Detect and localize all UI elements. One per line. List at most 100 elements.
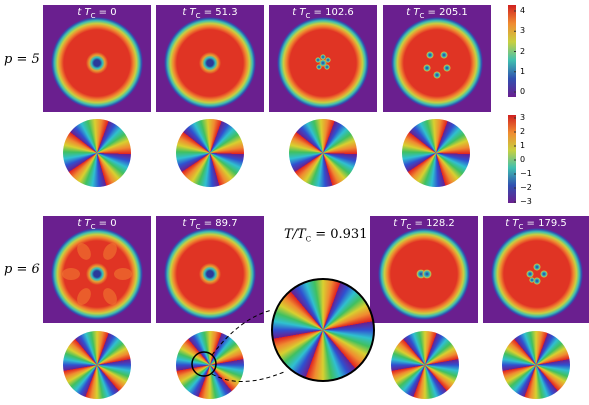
density-disc <box>491 228 583 320</box>
text: −1 <box>520 169 532 178</box>
density-disc <box>391 17 483 109</box>
text: C <box>518 223 523 231</box>
vortex-core <box>426 51 434 59</box>
phase-disc <box>502 331 570 399</box>
text: 205.1 <box>439 7 468 18</box>
text: p = 5 <box>4 52 40 67</box>
text: t T <box>77 218 90 229</box>
text: T/T <box>284 227 306 242</box>
text: = <box>415 218 423 229</box>
text: = <box>99 218 107 229</box>
text: t T <box>182 7 195 18</box>
vortex-core <box>315 57 321 63</box>
colorbar-tick-label: −3 <box>520 197 532 206</box>
text: C <box>196 12 201 20</box>
text: −3 <box>520 197 532 206</box>
text: = <box>99 7 107 18</box>
panel-title: t TC = 102.6 <box>269 7 377 20</box>
vortex-core <box>325 57 331 63</box>
figure: p = 5p = 6t TC = 0t TC = 51.3t TC = 102.… <box>0 0 589 405</box>
vortex-core <box>529 277 535 283</box>
text: C <box>91 223 96 231</box>
text: t T <box>77 7 90 18</box>
colorbar-tick-label: 0 <box>520 155 525 164</box>
text: C <box>305 12 310 20</box>
colorbar-tick-label: 1 <box>520 67 525 76</box>
vortex-core <box>526 270 534 278</box>
text: t T <box>406 7 419 18</box>
text: p = 6 <box>4 262 40 277</box>
text: = <box>204 218 212 229</box>
colorbar-tick-label: 2 <box>520 47 525 56</box>
vortex-core <box>423 64 431 72</box>
text: 3 <box>520 26 525 35</box>
colorbar-tick-label: 2 <box>520 127 525 136</box>
vortex-core <box>324 64 330 70</box>
phase-disc <box>289 119 357 187</box>
panel-title: t TC = 205.1 <box>383 7 491 20</box>
vortex-core <box>320 54 326 60</box>
panel-title: t TC = 0 <box>43 7 151 20</box>
phase-disc <box>271 278 375 382</box>
text: = <box>527 218 535 229</box>
text: = <box>428 7 436 18</box>
vortex-core <box>422 269 432 279</box>
colorbar-tick-label: 3 <box>520 113 525 122</box>
text: C <box>306 236 311 244</box>
colorbar-tick-label: 0 <box>520 87 525 96</box>
density-disc <box>51 17 143 109</box>
text: C <box>91 12 96 20</box>
phase-disc <box>63 119 131 187</box>
colorbar <box>508 115 516 203</box>
text: 0 <box>110 218 116 229</box>
text: 89.7 <box>215 218 237 229</box>
text: 128.2 <box>426 218 455 229</box>
phase-disc <box>63 331 131 399</box>
text: = <box>204 7 212 18</box>
text: 1 <box>520 67 525 76</box>
panel-title: t TC = 89.7 <box>156 218 264 231</box>
text: 2 <box>520 127 525 136</box>
text: 1 <box>520 141 525 150</box>
vortex-core <box>440 51 448 59</box>
panel-title: t TC = 0 <box>43 218 151 231</box>
text: 51.3 <box>215 7 237 18</box>
vortex-core <box>433 71 441 79</box>
density-disc <box>164 228 256 320</box>
density-disc <box>164 17 256 109</box>
text: 2 <box>520 47 525 56</box>
text: = 0.931 <box>315 227 367 242</box>
text: −2 <box>520 183 532 192</box>
vortex-core <box>540 270 548 278</box>
density-ripple <box>62 268 80 280</box>
colorbar-tick-label: 1 <box>520 141 525 150</box>
phase-disc <box>402 119 470 187</box>
text: C <box>196 223 201 231</box>
text: 3 <box>520 113 525 122</box>
text: t T <box>182 218 195 229</box>
temperature-label: T/TC = 0.931 <box>284 227 367 244</box>
phase-disc <box>176 331 244 399</box>
text: t T <box>393 218 406 229</box>
vortex-core <box>316 64 322 70</box>
panel-title: t TC = 179.5 <box>483 218 589 231</box>
phase-disc <box>176 119 244 187</box>
text: C <box>406 223 411 231</box>
density-ripple <box>114 268 132 280</box>
colorbar-tick-label: 4 <box>520 6 525 15</box>
text: 4 <box>520 6 525 15</box>
text: C <box>419 12 424 20</box>
text: 0 <box>520 155 525 164</box>
text: t T <box>505 218 518 229</box>
text: = <box>314 7 322 18</box>
colorbar-tick-label: −2 <box>520 183 532 192</box>
text: 179.5 <box>538 218 567 229</box>
panel-title: t TC = 51.3 <box>156 7 264 20</box>
vortex-core <box>443 64 451 72</box>
row-label: p = 6 <box>4 262 40 277</box>
text: 0 <box>520 87 525 96</box>
phase-disc <box>391 331 459 399</box>
colorbar-tick-label: 3 <box>520 26 525 35</box>
text: t T <box>292 7 305 18</box>
colorbar-tick-label: −1 <box>520 169 532 178</box>
